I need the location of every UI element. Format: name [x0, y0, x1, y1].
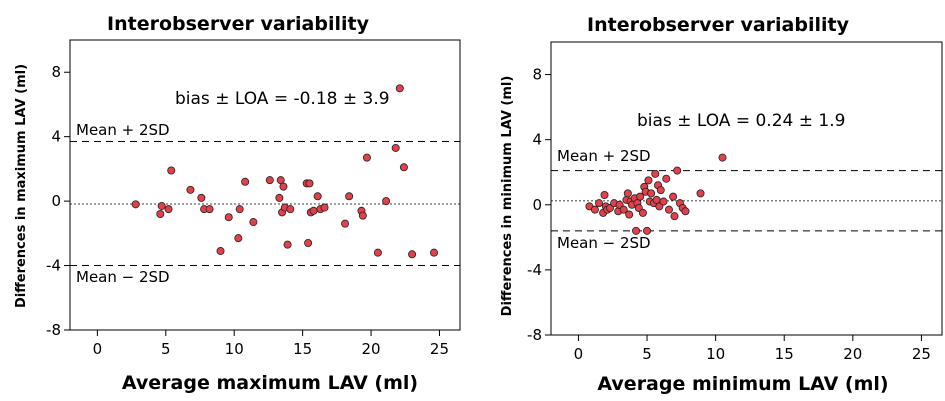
data-point: [395, 84, 404, 93]
y-tick-label: -8: [527, 326, 542, 344]
data-point: [167, 166, 176, 175]
data-point: [345, 192, 354, 201]
data-point: [235, 205, 244, 214]
data-point: [659, 197, 668, 206]
bias-annotation: bias ± LOA = 0.24 ± 1.9: [637, 111, 845, 131]
data-point: [197, 193, 206, 202]
data-point: [265, 176, 274, 185]
data-point: [358, 211, 367, 220]
x-tick-label: 25: [430, 340, 449, 358]
data-point: [224, 213, 233, 222]
chart-title: Interobserver variability: [587, 14, 850, 36]
upper-loa-label: Mean + 2SD: [557, 147, 651, 165]
data-point: [399, 163, 408, 172]
x-tick-label: 25: [912, 345, 931, 363]
data-point: [309, 206, 318, 215]
data-point: [718, 153, 727, 162]
data-point: [662, 174, 671, 183]
data-point: [673, 166, 682, 175]
upper-loa-label: Mean + 2SD: [76, 121, 170, 139]
data-point: [600, 191, 609, 200]
y-tick-label: -8: [46, 321, 61, 339]
x-tick-label: 0: [93, 340, 103, 358]
data-point: [205, 205, 214, 214]
y-tick-label: 8: [532, 66, 542, 84]
data-point: [304, 238, 313, 247]
data-point: [696, 189, 705, 198]
data-point: [249, 218, 258, 227]
y-tick-label: 0: [51, 192, 61, 210]
data-point: [362, 153, 371, 162]
y-tick-label: -4: [46, 257, 61, 275]
x-tick-label: 0: [574, 345, 584, 363]
data-point: [632, 226, 641, 235]
lower-loa-label: Mean − 2SD: [76, 268, 170, 286]
data-point: [647, 189, 656, 198]
x-tick-label: 15: [775, 345, 794, 363]
data-point: [619, 205, 628, 214]
x-tick-label: 5: [161, 340, 171, 358]
plot-frame: [69, 39, 461, 331]
data-point: [408, 250, 417, 259]
data-point: [636, 192, 645, 201]
data-point: [341, 219, 350, 228]
lower-loa-label: Mean − 2SD: [557, 234, 651, 252]
x-tick-label: 20: [843, 345, 862, 363]
data-point: [656, 186, 665, 195]
x-tick-label: 10: [225, 340, 244, 358]
x-axis-label: Average maximum LAV (ml): [122, 372, 418, 394]
y-tick-label: 8: [51, 63, 61, 81]
data-point: [391, 143, 400, 152]
data-point: [643, 226, 652, 235]
x-tick-label: 20: [362, 340, 381, 358]
data-point: [595, 199, 604, 208]
data-point: [286, 205, 295, 214]
plot-frame: [550, 41, 943, 336]
data-point: [241, 177, 250, 186]
data-point: [313, 192, 322, 201]
x-axis-label: Average minimum LAV (ml): [597, 373, 888, 395]
panel-maximum: Interobserver variability 0 5 10 15 20 25 -8 -4…: [14, 13, 461, 394]
data-point: [156, 209, 165, 218]
plot-area: 0 5 10 15 20 25 -8 -4 0 4 8: [527, 41, 943, 363]
x-tick-label: 10: [706, 345, 725, 363]
data-point: [382, 197, 391, 206]
data-point: [638, 208, 647, 217]
data-point: [625, 210, 634, 219]
y-tick-label: -4: [527, 261, 542, 279]
data-point: [373, 248, 382, 257]
data-point: [623, 189, 632, 198]
data-point: [669, 192, 678, 201]
data-point: [216, 247, 225, 256]
data-point: [664, 205, 673, 214]
data-point: [283, 240, 292, 249]
data-point: [681, 207, 690, 216]
x-tick-label: 15: [293, 340, 312, 358]
panel-minimum: Interobserver variability 0 5 10 15 20 25 -8 -4…: [500, 14, 943, 395]
data-point: [234, 234, 243, 243]
data-point: [651, 169, 660, 178]
data-point: [670, 212, 679, 221]
bias-annotation: bias ± LOA = -0.18 ± 3.9: [175, 89, 390, 109]
plot-area: 0 5 10 15 20 25 -8 -4 0 4 8: [46, 39, 461, 358]
y-tick-label: 4: [51, 128, 61, 146]
x-tick-label: 5: [642, 345, 652, 363]
data-point: [275, 193, 284, 202]
y-axis-label: Differences in maximum LAV (ml): [14, 64, 29, 308]
data-point: [279, 182, 288, 191]
data-point: [164, 205, 173, 214]
y-tick-label: 4: [532, 131, 542, 149]
data-point: [131, 200, 140, 209]
data-point: [157, 201, 166, 210]
data-point: [590, 205, 599, 214]
y-axis-label: Differences in minimum LAV (ml): [500, 76, 515, 317]
data-point: [305, 179, 314, 188]
data-point: [186, 185, 195, 194]
data-point: [644, 176, 653, 185]
y-tick-label: 0: [532, 196, 542, 214]
chart-title: Interobserver variability: [107, 13, 370, 35]
data-point: [320, 203, 329, 212]
data-point: [429, 248, 438, 257]
